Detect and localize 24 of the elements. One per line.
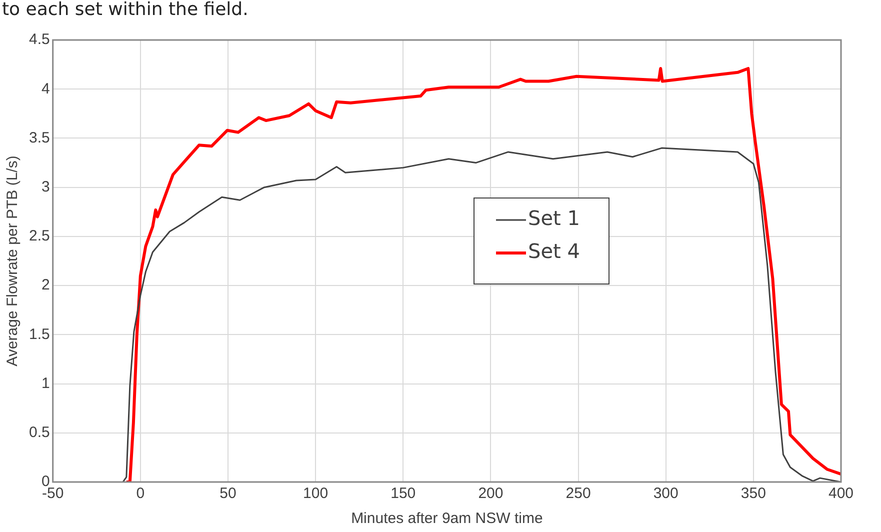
- x-tick-label: 200: [478, 485, 504, 502]
- y-tick-label: 3.5: [28, 129, 50, 146]
- x-tick-label: 350: [740, 485, 766, 502]
- y-tick-label: 4.5: [28, 31, 50, 48]
- legend-label: Set 4: [528, 239, 580, 264]
- x-tick-label: 100: [303, 485, 328, 502]
- x-tick-label: 150: [390, 485, 416, 502]
- y-tick-label: 2.5: [28, 228, 50, 245]
- x-tick-label: 300: [653, 485, 678, 502]
- y-tick-label: 1: [42, 374, 50, 392]
- x-tick-label: -50: [42, 485, 64, 502]
- text: to each set within the field.: [2, 0, 248, 20]
- x-tick-label: 50: [220, 485, 236, 502]
- y-tick-label: 2: [42, 276, 50, 294]
- y-tick-label: 0.5: [28, 424, 50, 442]
- x-tick-label: 0: [136, 485, 145, 502]
- y-axis-title: Average Flowrate per PTB (L/s): [4, 156, 22, 366]
- y-tick-label: 1.5: [28, 326, 50, 343]
- x-tick-label: 400: [828, 485, 854, 502]
- y-tick-label: 3: [42, 178, 50, 196]
- y-tick-label: 4: [42, 80, 50, 98]
- x-tick-label: 250: [566, 485, 591, 502]
- legend-label: Set 1: [528, 206, 580, 230]
- x-axis-title: Minutes after 9am NSW time: [351, 510, 543, 528]
